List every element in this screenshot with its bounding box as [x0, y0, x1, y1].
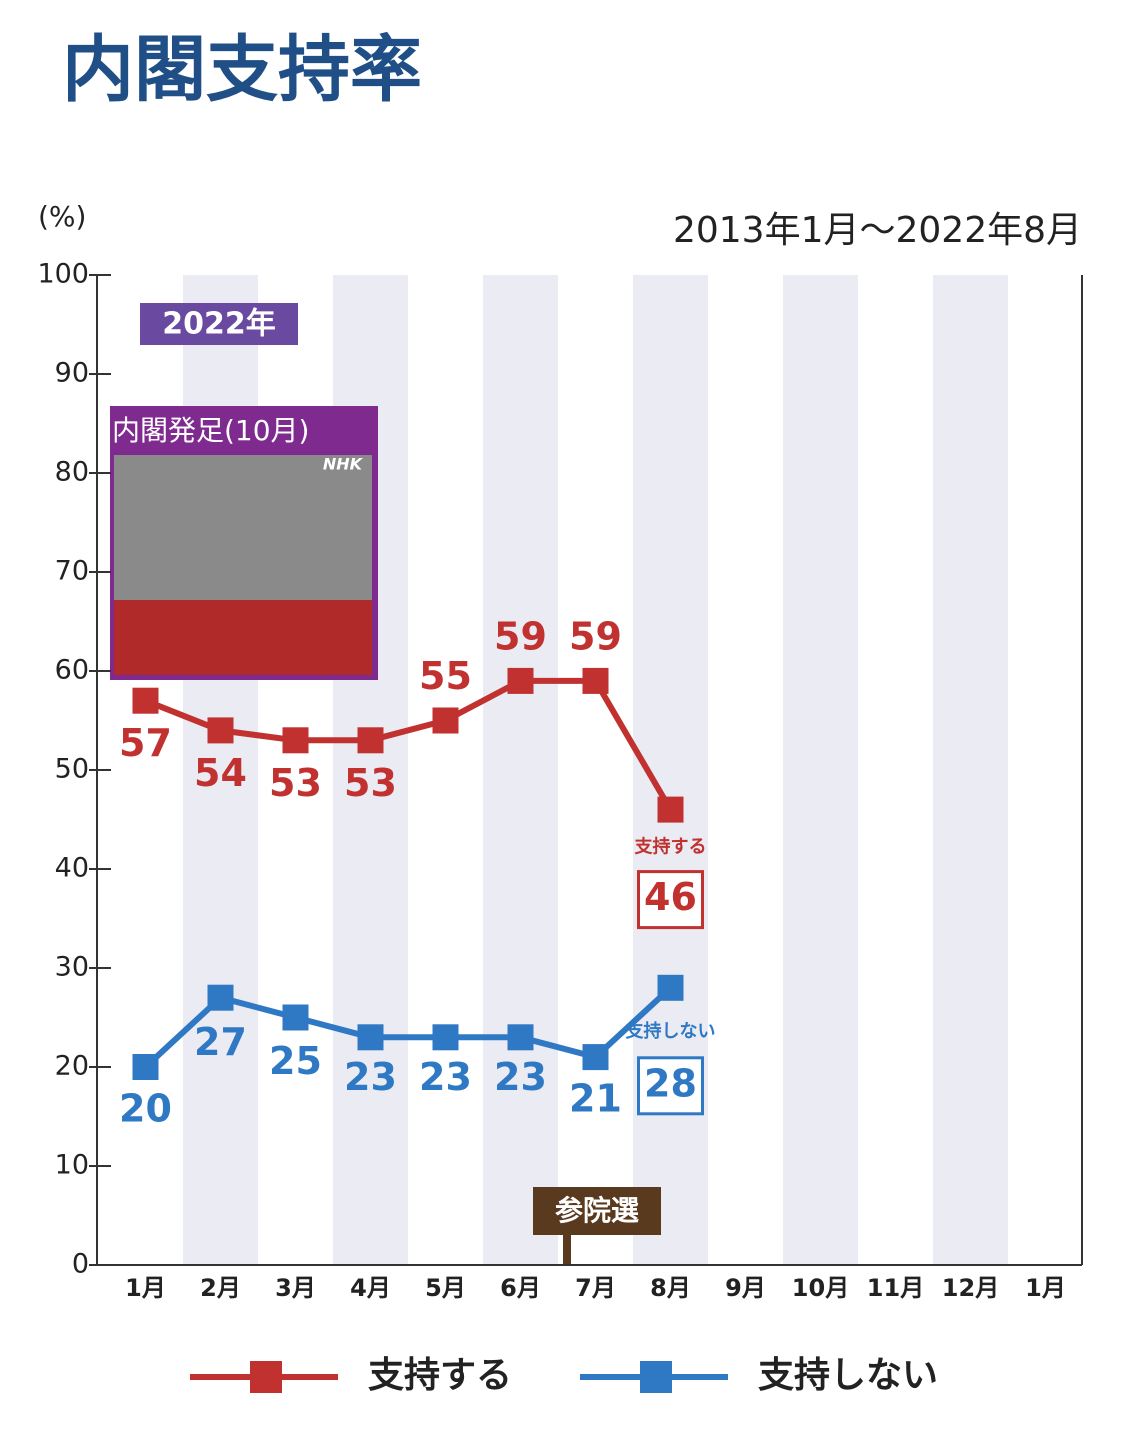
y-tick-label: 0 [72, 1249, 89, 1280]
point-marker [657, 796, 684, 823]
x-tick-label: 7月 [575, 1274, 616, 1302]
legend-marker [250, 1361, 282, 1393]
point-marker [582, 667, 609, 694]
x-tick-label: 1月 [1025, 1274, 1066, 1302]
data-label: 59 [569, 614, 622, 658]
photo-caption: 内閣発足(10月) [112, 414, 309, 447]
legend-label: 支持しない [758, 1355, 938, 1396]
data-label: 59 [494, 614, 547, 658]
data-label: 57 [119, 721, 172, 765]
photo-logo: NHK [323, 455, 364, 474]
data-label: 21 [569, 1077, 622, 1121]
data-label: 54 [194, 751, 247, 795]
x-tick-label: 11月 [867, 1274, 924, 1302]
point-marker [207, 717, 234, 744]
data-label: 23 [494, 1055, 547, 1099]
x-tick-label: 9月 [725, 1274, 766, 1302]
year-label: 2022年 [162, 307, 276, 342]
y-tick-label: 90 [55, 358, 89, 389]
point-marker [657, 974, 684, 1001]
data-label: 25 [269, 1039, 322, 1083]
legend-marker [640, 1361, 672, 1393]
unit-label: (%) [38, 200, 86, 233]
x-tick-label: 5月 [425, 1274, 466, 1302]
month-band [483, 275, 558, 1265]
data-label: 23 [419, 1055, 472, 1099]
point-marker [282, 1004, 309, 1031]
point-marker [432, 1024, 459, 1051]
x-tick-label: 12月 [942, 1274, 999, 1302]
x-tick-label: 10月 [792, 1274, 849, 1302]
y-tick-label: 100 [37, 259, 89, 290]
point-marker [132, 1054, 159, 1080]
end-value-label: 28 [644, 1061, 697, 1105]
data-label: 53 [344, 761, 397, 805]
point-marker [207, 984, 234, 1011]
end-value-box [637, 870, 704, 930]
y-tick-label: 70 [55, 556, 89, 587]
point-marker [507, 667, 534, 694]
y-tick-label: 60 [55, 655, 89, 686]
x-tick-label: 4月 [350, 1274, 391, 1302]
x-tick-label: 1月 [125, 1274, 166, 1302]
x-tick-label: 8月 [650, 1274, 691, 1302]
point-marker [282, 727, 309, 754]
photo-floor [114, 600, 372, 675]
point-marker [432, 707, 459, 734]
y-tick-label: 80 [55, 457, 89, 488]
month-bands [183, 275, 1008, 1265]
month-band [783, 275, 858, 1265]
end-value-label: 46 [644, 875, 697, 919]
x-tick-label: 2月 [200, 1274, 241, 1302]
y-tick-label: 40 [55, 853, 89, 884]
data-label: 53 [269, 761, 322, 805]
point-marker [357, 1024, 384, 1051]
point-marker [132, 687, 159, 714]
point-marker [357, 727, 384, 754]
y-tick-label: 20 [55, 1051, 89, 1082]
election-box [533, 1187, 661, 1235]
election-label: 参院選 [555, 1194, 639, 1227]
y-tick-label: 50 [55, 754, 89, 785]
end-series-name: 支持しない [625, 1020, 716, 1042]
year-box [140, 303, 298, 345]
data-label: 23 [344, 1055, 397, 1099]
data-label: 55 [419, 654, 472, 698]
point-marker [507, 1024, 534, 1051]
month-band [933, 275, 1008, 1265]
point-marker [582, 1044, 609, 1071]
end-value-box [637, 1056, 704, 1116]
period-label: 2013年1月～2022年8月 [673, 210, 1082, 251]
legend-label: 支持する [368, 1355, 512, 1396]
y-tick-label: 30 [55, 952, 89, 983]
data-label: 20 [119, 1087, 172, 1131]
data-label: 27 [194, 1020, 247, 1064]
chart-title: 内閣支持率 [62, 28, 422, 112]
end-series-name: 支持する [634, 836, 707, 858]
y-tick-label: 10 [55, 1150, 89, 1181]
x-tick-label: 3月 [275, 1274, 316, 1302]
x-tick-label: 6月 [500, 1274, 541, 1302]
